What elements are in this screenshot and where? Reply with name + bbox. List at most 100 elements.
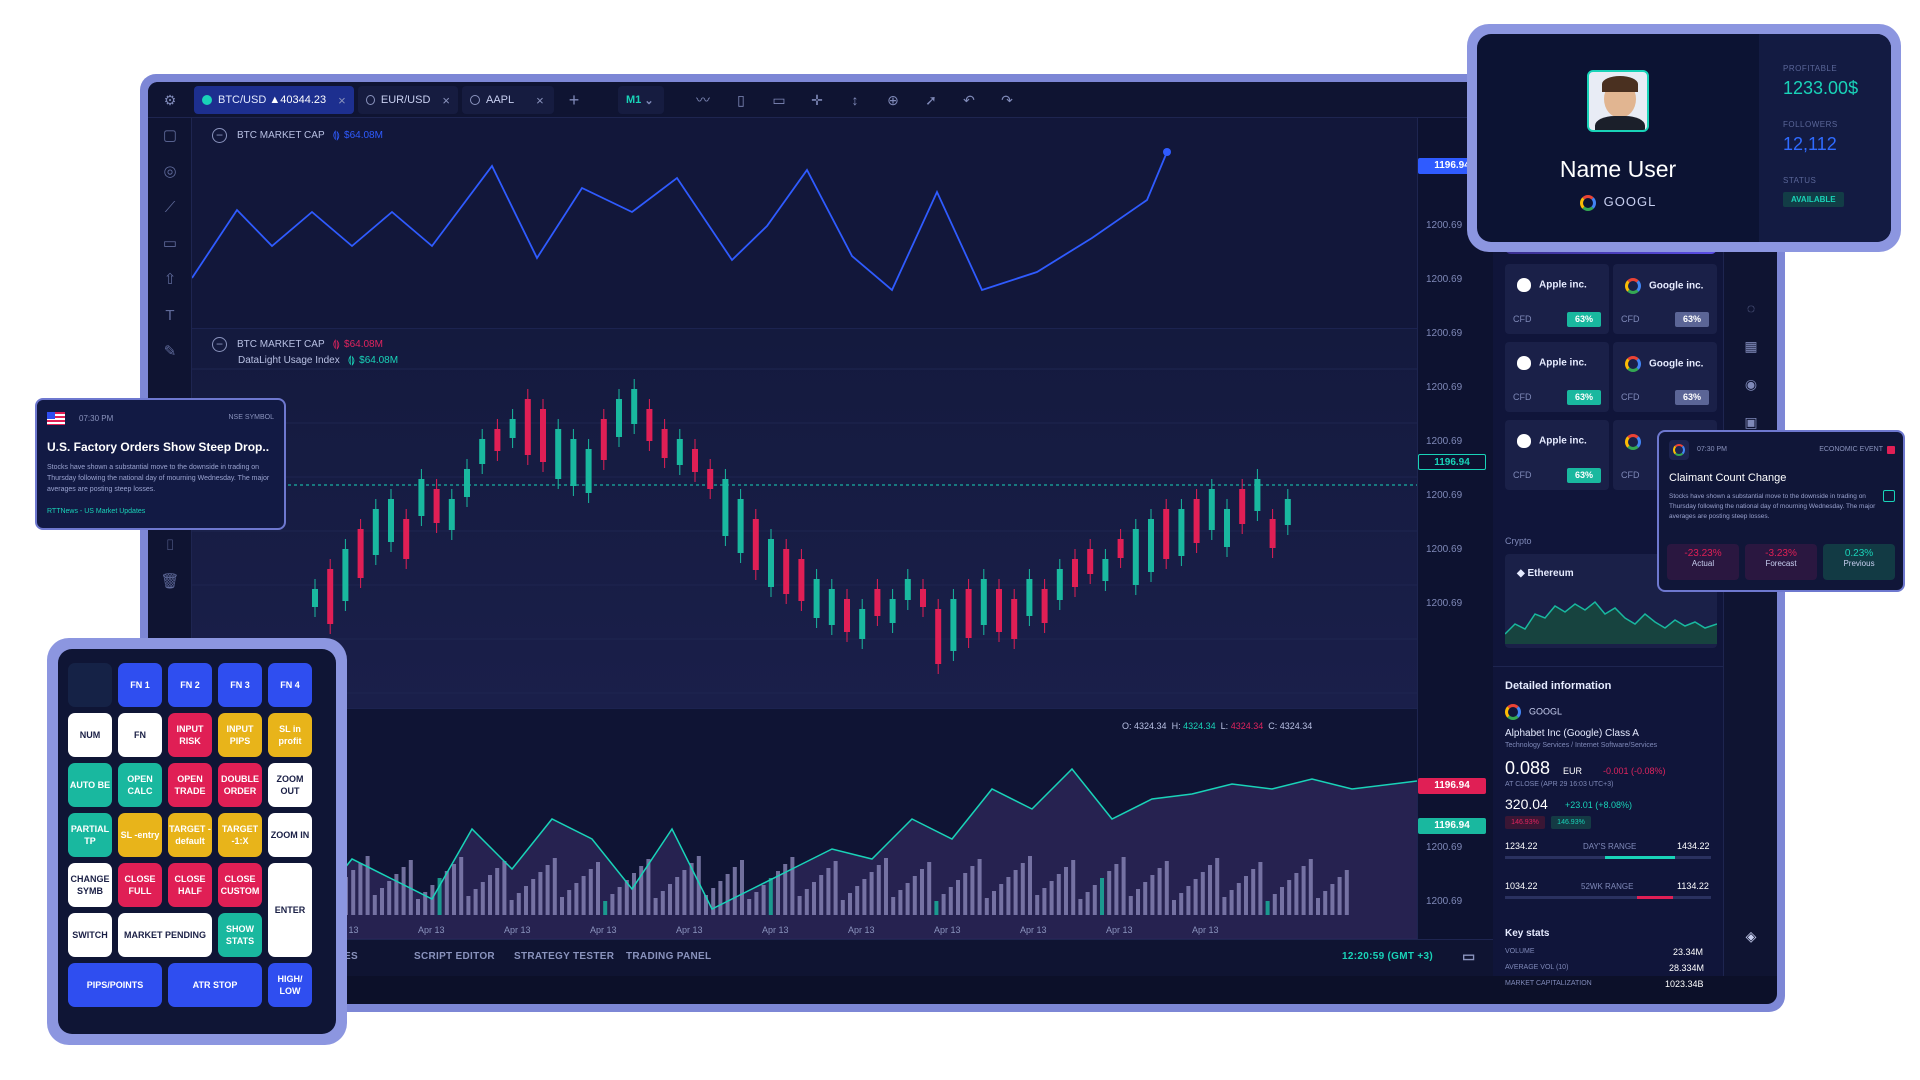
camera-icon[interactable]: ⌷	[165, 537, 175, 554]
market-cap-line-pane[interactable]: − BTC MARKET CAP ⟬⟭ $64.08M	[192, 118, 1417, 329]
price-tick: 1200.69	[1426, 896, 1463, 907]
news-card[interactable]: 07:30 PM NSE SYMBOL U.S. Factory Orders …	[35, 398, 286, 530]
candlestick-pane[interactable]: − BTC MARKET CAP ⟬⟭ $64.08M DataLight Us…	[192, 329, 1417, 709]
keypad-key-target-default[interactable]: TARGET -default	[168, 813, 212, 857]
brush-tool-icon[interactable]: ⟋	[164, 199, 176, 216]
keypad-key-enter[interactable]: ENTER	[268, 863, 312, 957]
line-tool-icon[interactable]: 〰	[696, 92, 710, 108]
keypad-key-high-low[interactable]: HIGH/ LOW	[268, 963, 312, 1007]
stock-card[interactable]: Google inc. CFD 63%	[1613, 342, 1717, 412]
candle-body	[433, 489, 440, 523]
redo-icon[interactable]: ↷	[1001, 92, 1013, 108]
close-tab-icon[interactable]: ×	[442, 92, 450, 108]
tab-eur-usd[interactable]: EUR/USD ×	[358, 86, 458, 114]
collapse-pane-icon[interactable]: −	[212, 337, 227, 352]
close-tab-icon[interactable]: ×	[338, 92, 346, 108]
price-tag-red: 1196.94	[1418, 778, 1486, 794]
news-source[interactable]: RTTNews - US Market Updates	[47, 508, 146, 515]
zoom-icon[interactable]: ⊕	[887, 92, 899, 108]
arrow-up-tool-icon[interactable]: ⇧	[163, 271, 177, 288]
folder-icon[interactable]: ▭	[772, 92, 786, 108]
keypad-key-fn-1[interactable]: FN 1	[118, 663, 162, 707]
keypad-key-double-order[interactable]: DOUBLE ORDER	[218, 763, 262, 807]
text-tool-icon[interactable]: T	[165, 307, 175, 324]
keypad-key-partial-tp[interactable]: PARTIAL TP	[68, 813, 112, 857]
keypad-key-change-symb[interactable]: CHANGE SYMB	[68, 863, 112, 907]
volume-bar	[696, 856, 701, 915]
measure-icon[interactable]: ↕	[851, 92, 859, 108]
keypad-key-fn-2[interactable]: FN 2	[168, 663, 212, 707]
candles-icon[interactable]: ▯	[737, 92, 745, 108]
contacts-icon[interactable]: ▣	[1744, 414, 1758, 430]
keypad-key-auto-be[interactable]: AUTO BE	[68, 763, 112, 807]
frame-tool-icon[interactable]: ▭	[162, 235, 178, 252]
keypad-key-switch[interactable]: SWITCH	[68, 913, 112, 957]
collapse-pane-icon[interactable]: −	[212, 128, 227, 143]
stock-card[interactable]: Apple inc. CFD 63%	[1505, 420, 1609, 490]
settings-gear-icon[interactable]: ⚙	[163, 92, 177, 108]
economic-event-card[interactable]: 07:30 PM ECONOMIC EVENT Claimant Count C…	[1657, 430, 1905, 592]
candle-body	[1163, 509, 1170, 559]
keypad-key-fn-4[interactable]: FN 4	[268, 663, 312, 707]
keypad-key-open-calc[interactable]: OPEN CALC	[118, 763, 162, 807]
keypad-key-target-1-x[interactable]: TARGET -1:X	[218, 813, 262, 857]
tab-script-editor[interactable]: SCRIPT EDITOR	[414, 951, 495, 962]
candle-body	[752, 519, 759, 570]
volume-pane[interactable]: O: 4324.34 H: 4324.34 L: 4324.34 C: 4324…	[192, 709, 1417, 939]
cursor-icon[interactable]: ➚	[925, 92, 937, 108]
keypad-key-open-trade[interactable]: OPEN TRADE	[168, 763, 212, 807]
calendar-icon[interactable]: ▦	[1744, 338, 1758, 354]
keypad-key-zoom-in[interactable]: ZOOM IN	[268, 813, 312, 857]
keypad-key-pips-points[interactable]: PIPS/POINTS	[68, 963, 162, 1007]
timeframe-select[interactable]: M1 ⌄	[618, 86, 664, 114]
keypad-key-fn-3[interactable]: FN 3	[218, 663, 262, 707]
price-tick: 1200.69	[1426, 220, 1463, 231]
circle-tool-icon[interactable]: ◎	[163, 163, 177, 180]
volume-bar	[1251, 869, 1256, 915]
keypad-key-zoom-out[interactable]: ZOOM OUT	[268, 763, 312, 807]
pen-tool-icon[interactable]: ✎	[163, 343, 177, 360]
trash-icon[interactable]: 🗑	[160, 573, 180, 590]
indicator-icon: ⟬⟭	[347, 355, 356, 366]
google-icon	[1625, 434, 1641, 450]
keypad-key-num[interactable]: NUM	[68, 713, 112, 757]
chat-icon[interactable]: ◌	[1746, 300, 1756, 316]
undo-icon[interactable]: ↶	[963, 92, 975, 108]
keypad-key-input-risk[interactable]: INPUT RISK	[168, 713, 212, 757]
layers-logo-icon[interactable]: ◈	[1745, 928, 1757, 944]
price-tag-teal-bottom: 1196.94	[1418, 818, 1486, 834]
volume-bar	[1308, 859, 1313, 915]
fullscreen-icon[interactable]: ▭	[1462, 948, 1476, 964]
close-tab-icon[interactable]: ×	[536, 92, 544, 108]
coin-icon[interactable]: ◉	[1744, 376, 1758, 392]
keypad-key-show-stats[interactable]: SHOW STATS	[218, 913, 262, 957]
price-axis[interactable]: 1196.94 1200.69 1200.69 1200.69 1200.69 …	[1417, 118, 1493, 939]
crosshair-icon[interactable]: ✛	[811, 92, 823, 108]
stock-card[interactable]: Apple inc. CFD 63%	[1505, 342, 1609, 412]
keypad-key-sl-in-profit[interactable]: SL in profit	[268, 713, 312, 757]
stock-card[interactable]: Google inc. CFD 63%	[1613, 264, 1717, 334]
tab-trading-panel[interactable]: TRADING PANEL	[626, 951, 712, 962]
keypad-key-close-half[interactable]: CLOSE HALF	[168, 863, 212, 907]
keypad-key-blank[interactable]	[68, 663, 112, 707]
add-tab-icon[interactable]: +	[568, 90, 580, 110]
expand-icon[interactable]	[1883, 490, 1895, 502]
keypad-key-atr-stop[interactable]: ATR STOP	[168, 963, 262, 1007]
econ-time: 07:30 PM	[1697, 446, 1727, 453]
tab-btc-usd[interactable]: BTC/USD ▲40344.23 ×	[194, 86, 354, 114]
volume-bar	[970, 866, 975, 915]
keypad-key-fn[interactable]: FN	[118, 713, 162, 757]
tab-strategy-tester[interactable]: STRATEGY TESTER	[514, 951, 615, 962]
volume-bar	[1244, 876, 1248, 915]
keypad-key-market-pending[interactable]: MARKET PENDING	[118, 913, 212, 957]
stock-card[interactable]: Apple inc. CFD 63%	[1505, 264, 1609, 334]
keypad-key-input-pips[interactable]: INPUT PIPS	[218, 713, 262, 757]
keypad-key-sl-entry[interactable]: SL -entry	[118, 813, 162, 857]
tab-aapl[interactable]: AAPL ×	[462, 86, 554, 114]
rectangle-tool-icon[interactable]: ▢	[162, 127, 178, 144]
volume-bar	[416, 899, 420, 915]
followers-value: 12,112	[1783, 134, 1837, 154]
keypad-key-close-custom[interactable]: CLOSE CUSTOM	[218, 863, 262, 907]
volume-bar	[934, 901, 939, 915]
keypad-key-close-full[interactable]: CLOSE FULL	[118, 863, 162, 907]
